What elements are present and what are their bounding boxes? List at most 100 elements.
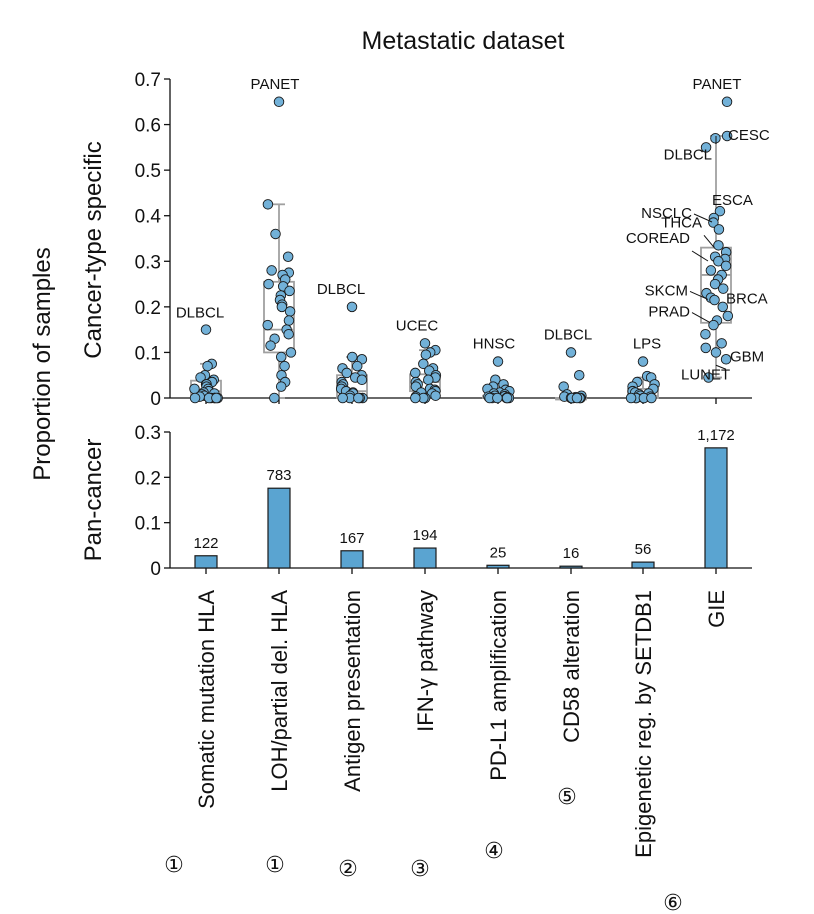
data-point	[282, 251, 294, 262]
box-group	[262, 96, 297, 404]
data-point	[714, 205, 726, 217]
outlier-label: PANET	[251, 76, 300, 93]
data-point	[410, 367, 421, 379]
data-point	[430, 390, 441, 401]
y-tick-label: 0.1	[135, 343, 161, 364]
y-tick-label: 0.5	[135, 161, 161, 182]
box-group	[335, 301, 368, 404]
label-leader	[693, 213, 713, 223]
data-point	[710, 347, 722, 358]
category-marker: ①	[265, 852, 285, 877]
outlier-label: DLBCL	[317, 281, 365, 298]
outlier-label: DLBCL	[176, 305, 224, 322]
bar-count-label: 783	[266, 467, 291, 484]
data-point	[709, 294, 720, 306]
data-point	[351, 360, 363, 372]
outlier-label: UCEC	[396, 317, 439, 334]
data-point	[492, 392, 503, 404]
data-point	[720, 260, 732, 272]
y-tick-label: 0.2	[135, 468, 161, 489]
data-point	[420, 349, 432, 360]
bar	[340, 550, 364, 569]
outlier-label: SKCM	[645, 282, 688, 299]
data-point	[266, 265, 277, 276]
outlier-label: CESC	[728, 127, 770, 144]
data-point	[700, 342, 712, 354]
data-point	[273, 96, 285, 108]
data-point	[346, 301, 358, 313]
category-marker: ①	[164, 852, 184, 877]
label-leader	[691, 250, 709, 262]
data-point	[419, 338, 431, 349]
y-tick-label: 0.1	[135, 514, 161, 535]
data-point	[275, 381, 287, 392]
data-point	[717, 301, 729, 313]
data-point	[716, 338, 727, 349]
data-point	[262, 199, 274, 210]
y-tick-label: 0.3	[135, 252, 161, 273]
data-point	[720, 354, 732, 365]
bar	[267, 487, 291, 569]
outlier-label: HNSC	[473, 336, 516, 353]
data-point	[283, 328, 294, 340]
data-point	[708, 217, 719, 228]
bottom-panel-ylabel: Pan-cancer	[80, 439, 107, 562]
outlier-label: PRAD	[648, 304, 690, 321]
data-point	[709, 278, 721, 290]
category-label: CD58 alteration	[559, 590, 584, 743]
bar	[486, 564, 510, 569]
outlier-label: LPS	[633, 336, 661, 353]
data-point	[410, 392, 421, 404]
category-label: IFN-γ pathway	[413, 590, 438, 732]
category-marker: ⑤	[557, 784, 577, 809]
y-axis-label: Proportion of samples	[29, 247, 56, 480]
category-label: Antigen presentation	[340, 590, 365, 792]
bar	[704, 447, 728, 569]
data-point	[353, 392, 364, 404]
bar	[559, 565, 583, 569]
category-marker: ②	[338, 856, 358, 881]
outlier-label: THCA	[661, 214, 702, 231]
category-label: LOH/partial del. HLA	[267, 590, 292, 792]
data-point	[625, 392, 637, 404]
bar	[194, 555, 218, 569]
data-point	[492, 356, 504, 367]
data-point	[703, 372, 714, 383]
category-labels: Somatic mutation HLA LOH/partial del. HLA…	[164, 590, 729, 914]
outlier-label: GBM	[730, 348, 764, 365]
label-leader	[691, 312, 711, 323]
data-point	[276, 301, 288, 313]
data-point	[713, 240, 724, 251]
bar-count-label: 56	[635, 541, 652, 558]
data-point	[356, 374, 368, 386]
data-point	[721, 130, 733, 142]
category-label: PD-L1 amplification	[486, 590, 511, 781]
category-label: Somatic mutation HLA	[194, 590, 219, 809]
outlier-label: DLBCL	[544, 326, 592, 343]
bar-count-label: 167	[339, 530, 364, 547]
data-point	[269, 392, 280, 404]
data-point	[565, 347, 577, 358]
y-tick-label: 0.3	[135, 423, 161, 444]
box-group	[555, 347, 587, 404]
data-point	[211, 392, 222, 404]
data-point	[263, 278, 274, 290]
data-point	[717, 283, 729, 294]
bar-count-label: 16	[563, 545, 580, 562]
label-leader	[715, 364, 727, 370]
top-panel: 0 0.1 0.2 0.3 0.4 0.5 0.6 0.7 DLBCL PANET DLBCL UCE…	[135, 70, 770, 410]
data-point	[337, 392, 348, 404]
data-point	[423, 374, 434, 386]
bar-count-label: 122	[193, 535, 218, 552]
data-point	[347, 351, 358, 363]
data-point	[284, 306, 296, 317]
data-point	[713, 256, 724, 267]
data-point	[571, 392, 583, 404]
box-group	[189, 324, 223, 404]
y-tick-label: 0	[150, 389, 161, 410]
label-leader	[689, 291, 709, 300]
bottom-panel: 0 0.1 0.2 0.3 122 783 167 194 25 16 56 1,172	[135, 423, 752, 580]
data-point	[501, 392, 513, 404]
data-point	[285, 347, 297, 358]
data-point	[708, 319, 719, 331]
